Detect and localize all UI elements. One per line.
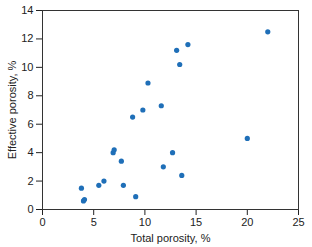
svg-text:Effective porosity, %: Effective porosity, %: [6, 60, 18, 159]
svg-text:2: 2: [27, 175, 33, 187]
svg-text:8: 8: [27, 89, 33, 101]
svg-text:0: 0: [27, 203, 33, 215]
svg-text:15: 15: [190, 216, 202, 228]
svg-text:20: 20: [241, 216, 253, 228]
svg-text:5: 5: [91, 216, 97, 228]
svg-text:25: 25: [292, 216, 304, 228]
svg-text:0: 0: [39, 216, 45, 228]
svg-text:12: 12: [21, 32, 33, 44]
svg-text:4: 4: [27, 146, 33, 158]
svg-text:14: 14: [21, 4, 33, 16]
svg-text:10: 10: [21, 61, 33, 73]
svg-text:10: 10: [139, 216, 151, 228]
svg-text:6: 6: [27, 118, 33, 130]
svg-text:Total porosity, %: Total porosity, %: [131, 232, 211, 244]
